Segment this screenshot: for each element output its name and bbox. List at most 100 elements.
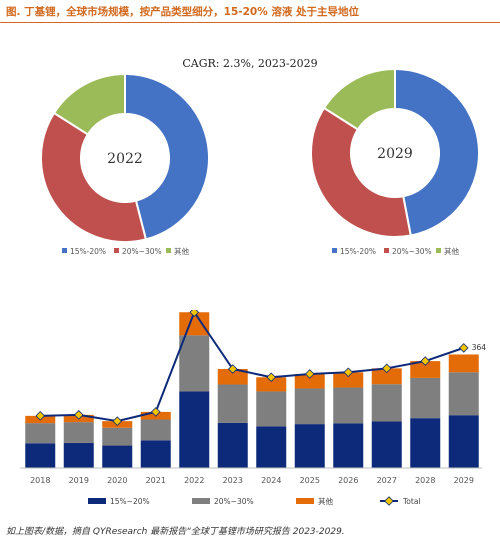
total-marker-2022 — [189, 310, 200, 318]
x-tick-label-2019: 2019 — [69, 476, 89, 485]
x-tick-label-2021: 2021 — [146, 476, 166, 485]
legend-swatch-15-20 — [88, 498, 106, 504]
bar-2023-series-1 — [217, 384, 248, 423]
bar-2020-series-0 — [102, 445, 133, 468]
bar-2019-series-1 — [63, 422, 94, 443]
legend-label-total: Total — [402, 497, 421, 506]
x-tick-label-2025: 2025 — [300, 476, 320, 485]
bar-2027-series-1 — [371, 384, 402, 422]
legend-label-15-20: 15%-20% — [340, 247, 376, 256]
donut-slice-2022-2 — [52, 72, 126, 136]
donut-legend-2022: 15%-20% 20%~30% 其他 — [62, 246, 189, 256]
title-divider — [0, 22, 500, 23]
x-tick-label-2024: 2024 — [261, 476, 281, 485]
x-tick-label-2029: 2029 — [454, 476, 474, 485]
bar-2018-series-0 — [25, 443, 56, 468]
bar-2021-series-1 — [140, 419, 171, 441]
donut-slices-2022 — [40, 72, 210, 243]
legend-marker-total — [384, 496, 394, 506]
legend-label-20-30: 20%~30% — [214, 497, 254, 506]
legend-swatch-20-30 — [384, 248, 389, 253]
bar-2025-series-0 — [294, 424, 325, 468]
x-tick-label-2023: 2023 — [223, 476, 243, 485]
bar-2029-series-1 — [448, 372, 479, 416]
legend-label-20-30: 20%~30% — [122, 247, 162, 256]
stacked-bar-chart: 2018 2019 2020 2021 2022 2023 2024 2025 2026 2027… — [20, 310, 487, 506]
bar-2027-series-2 — [371, 368, 402, 385]
bar-2022-series-0 — [179, 391, 210, 468]
bar-2028-series-1 — [410, 377, 441, 419]
donut-slice-2022-0 — [124, 72, 210, 241]
bar-2025-series-1 — [294, 388, 325, 425]
x-tick-label-2022: 2022 — [184, 476, 204, 485]
donut-chart-2022: 2022 — [40, 72, 210, 243]
total-marker-2023 — [227, 364, 238, 374]
legend-label-other: 其他 — [318, 496, 333, 506]
x-tick-labels: 2018 2019 2020 2021 2022 2023 2024 2025 2026 2027… — [30, 476, 474, 485]
legend-swatch-15-20 — [62, 248, 67, 253]
bar-2029-series-2 — [448, 354, 479, 373]
total-marker-2029 — [458, 343, 469, 353]
x-tick-label-2026: 2026 — [338, 476, 358, 485]
total-marker-2020 — [112, 416, 123, 426]
bar-2027-series-0 — [371, 421, 402, 468]
legend-label-other: 其他 — [444, 246, 459, 256]
figure-title: 图. 丁基锂，全球市场规模，按产品类型细分，15-20% 溶液 处于主导地位 — [6, 6, 360, 18]
x-tick-label-2020: 2020 — [107, 476, 127, 485]
total-marker-2021 — [150, 407, 161, 417]
bar-2021-series-0 — [140, 440, 171, 468]
legend-swatch-other — [296, 498, 314, 504]
bar-2029-series-0 — [448, 415, 479, 468]
cagr-label: CAGR: 2.3%, 2023-2029 — [182, 57, 318, 70]
donut-slice-2022-1 — [40, 111, 148, 243]
bar-2024-series-2 — [256, 377, 287, 392]
source-note: 如上图表/数据，摘自 QYResearch 最新报告“全球丁基锂市场研究报告 2… — [6, 527, 345, 537]
total-marker-2025 — [304, 369, 315, 379]
donut-slices-2029 — [310, 67, 480, 238]
donut-slice-2029-1 — [310, 106, 412, 238]
total-line — [40, 310, 465, 423]
x-tick-label-2027: 2027 — [377, 476, 397, 485]
bar-2028-series-2 — [410, 361, 441, 378]
bar-2026-series-1 — [333, 387, 364, 424]
donut-slice-2029-2 — [322, 67, 396, 131]
total-marker-2018 — [35, 411, 46, 421]
bar-group — [25, 312, 479, 468]
donut-chart-2029: 2029 — [310, 67, 480, 238]
legend-swatch-other — [166, 248, 171, 253]
total-marker-2027 — [381, 363, 392, 374]
total-marker-2024 — [266, 372, 277, 383]
legend-label-20-30: 20%~30% — [392, 247, 432, 256]
bar-2025-series-2 — [294, 373, 325, 389]
donut-center-label-2029: 2029 — [377, 146, 413, 162]
total-marker-2026 — [343, 367, 354, 378]
legend-swatch-15-20 — [332, 248, 337, 253]
total-marker-2028 — [420, 356, 431, 366]
x-tick-label-2028: 2028 — [415, 476, 435, 485]
legend-label-other: 其他 — [174, 246, 189, 256]
legend-label-15-20: 15%~20% — [110, 497, 150, 506]
legend-swatch-20-30 — [114, 248, 119, 253]
total-marker-2019 — [73, 410, 84, 420]
bar-2018-series-1 — [25, 423, 56, 444]
donut-center-label-2022: 2022 — [107, 151, 143, 167]
x-tick-label-2018: 2018 — [30, 476, 50, 485]
legend-swatch-20-30 — [192, 498, 210, 504]
donut-legend-2029: 15%-20% 20%~30% 其他 — [332, 246, 459, 256]
bar-2024-series-1 — [256, 391, 287, 427]
total-data-label-2029: 364 — [472, 343, 487, 352]
bar-2028-series-0 — [410, 418, 441, 468]
donut-slice-2029-0 — [394, 67, 480, 237]
bar-legend: 15%~20% 20%~30% 其他 Total — [88, 496, 421, 506]
bar-2024-series-0 — [256, 426, 287, 468]
bar-2023-series-2 — [217, 369, 248, 385]
total-line-group: 364 — [35, 310, 487, 426]
legend-swatch-other — [436, 248, 441, 253]
legend-label-15-20: 15%-20% — [70, 247, 106, 256]
bar-2026-series-2 — [333, 372, 364, 388]
bar-2023-series-0 — [217, 422, 248, 468]
bar-2026-series-0 — [333, 423, 364, 468]
bar-2019-series-0 — [63, 442, 94, 468]
bar-2020-series-1 — [102, 427, 133, 446]
bar-2022-series-1 — [179, 335, 210, 392]
